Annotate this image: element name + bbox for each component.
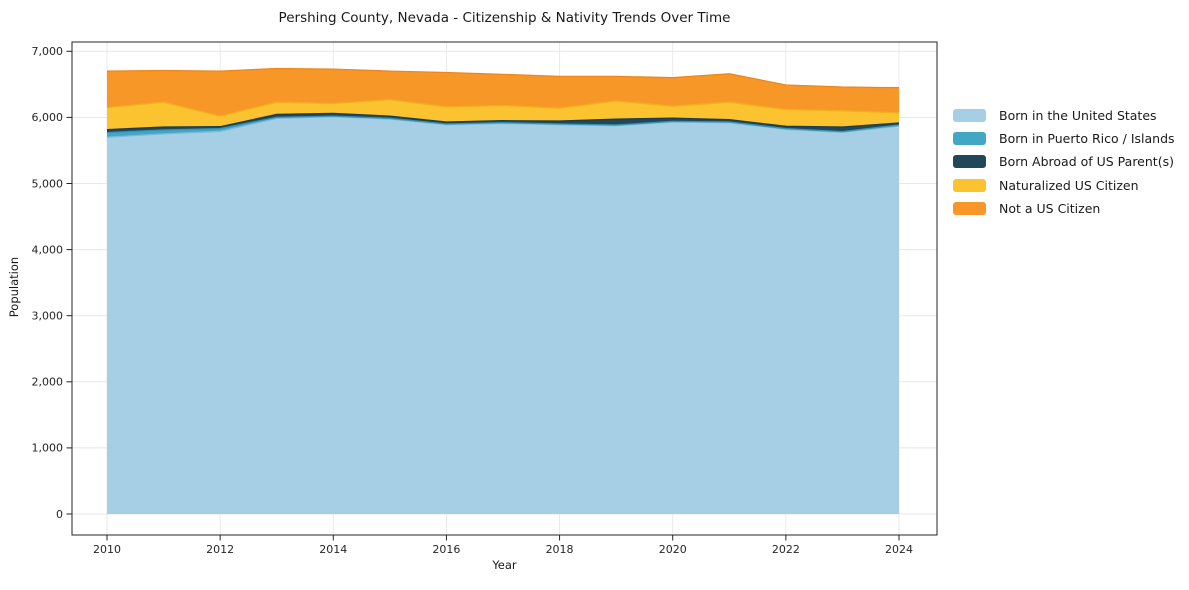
chart-title: Pershing County, Nevada - Citizenship & … xyxy=(278,10,731,26)
legend-label: Not a US Citizen xyxy=(999,200,1101,216)
legend-row: Born Abroad of US Parent(s) xyxy=(953,150,1175,173)
legend-row: Naturalized US Citizen xyxy=(953,174,1175,197)
x-tick-label: 2018 xyxy=(546,543,574,556)
y-tick-label: 3,000 xyxy=(32,310,64,323)
x-tick-label: 2010 xyxy=(93,543,121,556)
legend-swatch-icon xyxy=(953,132,986,146)
y-tick-label: 7,000 xyxy=(32,45,64,58)
legend-row: Born in the United States xyxy=(953,104,1175,127)
legend-label: Naturalized US Citizen xyxy=(999,177,1139,193)
y-tick-label: 1,000 xyxy=(32,442,64,455)
area-edge xyxy=(106,98,900,117)
x-tick-label: 2016 xyxy=(432,543,460,556)
legend: Born in the United States Born in Puerto … xyxy=(953,104,1175,220)
area-edge xyxy=(106,67,900,89)
x-tick-label: 2020 xyxy=(659,543,687,556)
plot-frame xyxy=(71,41,938,536)
x-tick-label: 2022 xyxy=(772,543,800,556)
y-axis-label: Population xyxy=(7,256,21,318)
x-tick-label: 2024 xyxy=(885,543,913,556)
area-series xyxy=(107,99,899,130)
area-series xyxy=(107,116,899,514)
x-tick-label: 2012 xyxy=(206,543,234,556)
y-tick-label: 4,000 xyxy=(32,243,64,256)
legend-label: Born Abroad of US Parent(s) xyxy=(999,154,1174,170)
legend-row: Not a US Citizen xyxy=(953,197,1175,220)
area-edge xyxy=(106,115,900,134)
legend-label: Born in Puerto Rico / Islands xyxy=(999,131,1175,147)
legend-swatch-icon xyxy=(953,155,986,169)
legend-swatch-icon xyxy=(953,201,986,215)
legend-label: Born in the United States xyxy=(999,108,1157,124)
y-tick-label: 2,000 xyxy=(32,376,64,389)
x-axis-label: Year xyxy=(492,558,517,572)
legend-row: Born in Puerto Rico / Islands xyxy=(953,127,1175,150)
legend-swatch-icon xyxy=(953,109,986,123)
x-tick-label: 2014 xyxy=(319,543,347,556)
y-tick-label: 6,000 xyxy=(32,111,64,124)
y-tick-label: 5,000 xyxy=(32,177,64,190)
y-tick-label: 0 xyxy=(56,508,63,521)
area-edge xyxy=(106,112,900,131)
legend-swatch-icon xyxy=(953,178,986,192)
